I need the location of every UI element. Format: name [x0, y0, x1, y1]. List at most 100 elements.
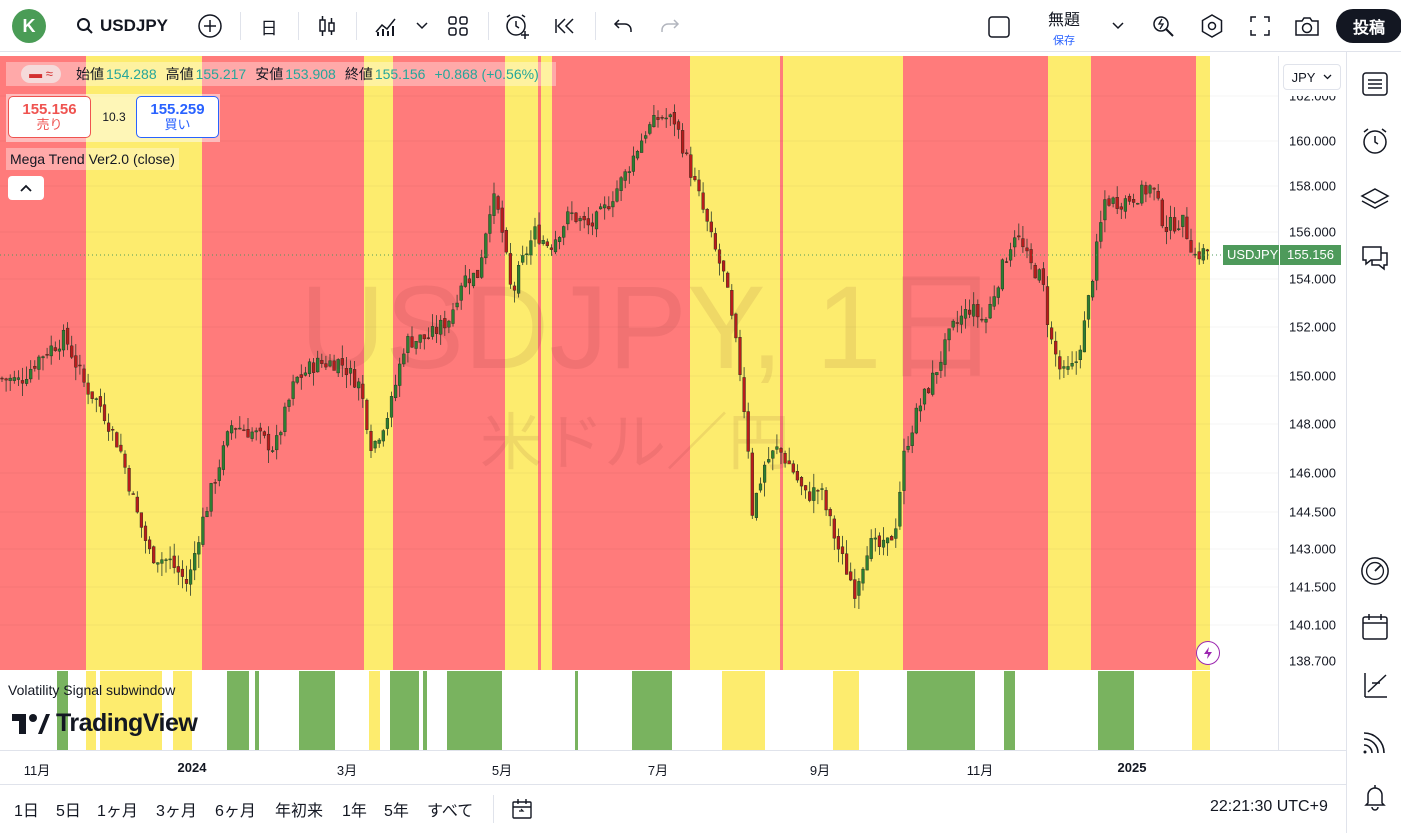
object-tree-button[interactable]: [1360, 185, 1390, 215]
candle: [398, 357, 402, 397]
goto-date-button[interactable]: [507, 794, 537, 824]
candle: [131, 491, 135, 495]
settings-button[interactable]: [1198, 12, 1226, 40]
candle-body: [730, 290, 734, 316]
candle-body: [779, 448, 783, 453]
candle: [771, 449, 775, 471]
ohlc-label: 高値: [165, 66, 194, 82]
candle-body: [225, 431, 230, 446]
candle-body: [332, 360, 336, 371]
symbol-search-button[interactable]: USDJPY: [76, 12, 168, 40]
spread-value: 10.3: [102, 110, 126, 124]
candle: [910, 425, 914, 454]
compare-symbol-button[interactable]: [196, 12, 224, 40]
price-scale[interactable]: JPY 162.000 160.000 158.000 156.000 154.000 1…: [1223, 56, 1346, 777]
sell-button[interactable]: 155.156 売り: [8, 96, 91, 138]
candle: [820, 483, 824, 501]
user-avatar[interactable]: K: [12, 9, 46, 43]
event-marker[interactable]: [1196, 641, 1220, 665]
redo-button[interactable]: [656, 12, 684, 40]
candle: [980, 307, 984, 323]
alerts-button[interactable]: [1360, 126, 1390, 156]
candle-body: [389, 396, 394, 418]
candle-body: [180, 568, 184, 577]
screener-button[interactable]: [1360, 556, 1390, 586]
volatility-high-bar: [255, 671, 259, 750]
range-button[interactable]: 3ヶ月: [156, 803, 197, 820]
candle-body: [849, 571, 853, 581]
candle: [922, 388, 927, 411]
candle: [484, 232, 488, 265]
candle: [435, 315, 439, 344]
range-button[interactable]: 5年: [384, 803, 409, 820]
drawing-tools-button[interactable]: [1360, 670, 1390, 700]
fullscreen-button[interactable]: [1246, 12, 1274, 40]
buy-button[interactable]: 155.259 買い: [136, 96, 219, 138]
layout-toggle-button[interactable]: [985, 13, 1013, 41]
candle-body: [291, 381, 295, 399]
collapse-legend-button[interactable]: [8, 176, 44, 200]
notifications-button[interactable]: [1360, 782, 1390, 812]
interval-button[interactable]: 日: [260, 18, 278, 38]
layout-title-button[interactable]: 無題 保存: [1038, 7, 1090, 47]
legend-toggle[interactable]: ▬ ≈: [6, 62, 76, 86]
watchlist-button[interactable]: [1360, 69, 1390, 99]
chart-type-button[interactable]: [313, 12, 341, 40]
main-chart-pane[interactable]: USDJPY, 1日 米ドル／円 ▬ ≈ 始値154.288高値155.217安…: [0, 56, 1278, 670]
candle: [799, 475, 804, 496]
replay-button[interactable]: [551, 12, 579, 40]
indicators-dropdown[interactable]: [414, 16, 430, 36]
range-button[interactable]: 1日: [14, 803, 39, 820]
candle: [582, 211, 586, 229]
price-chart[interactable]: [0, 56, 1278, 670]
calendar-button[interactable]: [1360, 612, 1390, 642]
candle: [553, 230, 558, 255]
range-button[interactable]: 5日: [56, 803, 81, 820]
candle: [184, 565, 189, 592]
candle: [451, 302, 455, 327]
candle-body: [1172, 217, 1177, 232]
candle-body: [1201, 248, 1205, 261]
candle-body: [90, 391, 94, 399]
candle: [918, 398, 922, 422]
candle: [1029, 243, 1033, 270]
currency-selector[interactable]: JPY: [1283, 64, 1341, 90]
publish-button[interactable]: 投稿: [1336, 9, 1401, 43]
candle: [877, 532, 881, 555]
candle-body: [521, 255, 525, 263]
candle-body: [1054, 340, 1058, 355]
candle: [775, 434, 779, 455]
range-button[interactable]: すべて: [427, 803, 474, 820]
candle-body: [836, 536, 840, 550]
range-button[interactable]: 6ヶ月: [215, 803, 256, 820]
chat-button[interactable]: [1360, 243, 1390, 273]
alert-button[interactable]: [502, 12, 532, 40]
bearish-zone: [903, 56, 1048, 670]
range-button[interactable]: 1ヶ月: [97, 803, 138, 820]
indicator-legend[interactable]: Mega Trend Ver2.0 (close): [6, 148, 179, 170]
candle: [517, 261, 521, 298]
quick-search-button[interactable]: [1149, 12, 1177, 40]
candle: [541, 235, 545, 246]
range-button[interactable]: 1年: [342, 803, 367, 820]
candle-body: [418, 334, 422, 343]
candle-body: [500, 207, 504, 233]
volatility-subwindow[interactable]: Volatility Signal subwindow TradingView: [0, 671, 1278, 750]
streams-button[interactable]: [1360, 727, 1390, 757]
candle: [156, 562, 160, 573]
tradingview-logo[interactable]: TradingView: [10, 709, 198, 738]
snapshot-button[interactable]: [1291, 12, 1323, 40]
candle-body: [1041, 268, 1045, 285]
layout-button[interactable]: [444, 12, 472, 40]
indicators-button[interactable]: [370, 12, 402, 40]
candle: [947, 328, 951, 352]
candle: [693, 167, 697, 182]
undo-button[interactable]: [609, 12, 637, 40]
sell-price: 155.156: [22, 101, 77, 119]
range-button[interactable]: 年初来: [275, 803, 324, 820]
time-axis[interactable]: 11月 2024 3月 5月 7月 9月 11月 2025: [0, 750, 1346, 784]
candle: [57, 339, 61, 360]
clock-display[interactable]: 22:21:30 UTC+9: [1210, 798, 1328, 815]
candle: [816, 488, 820, 505]
layout-menu-dropdown[interactable]: [1108, 16, 1128, 36]
